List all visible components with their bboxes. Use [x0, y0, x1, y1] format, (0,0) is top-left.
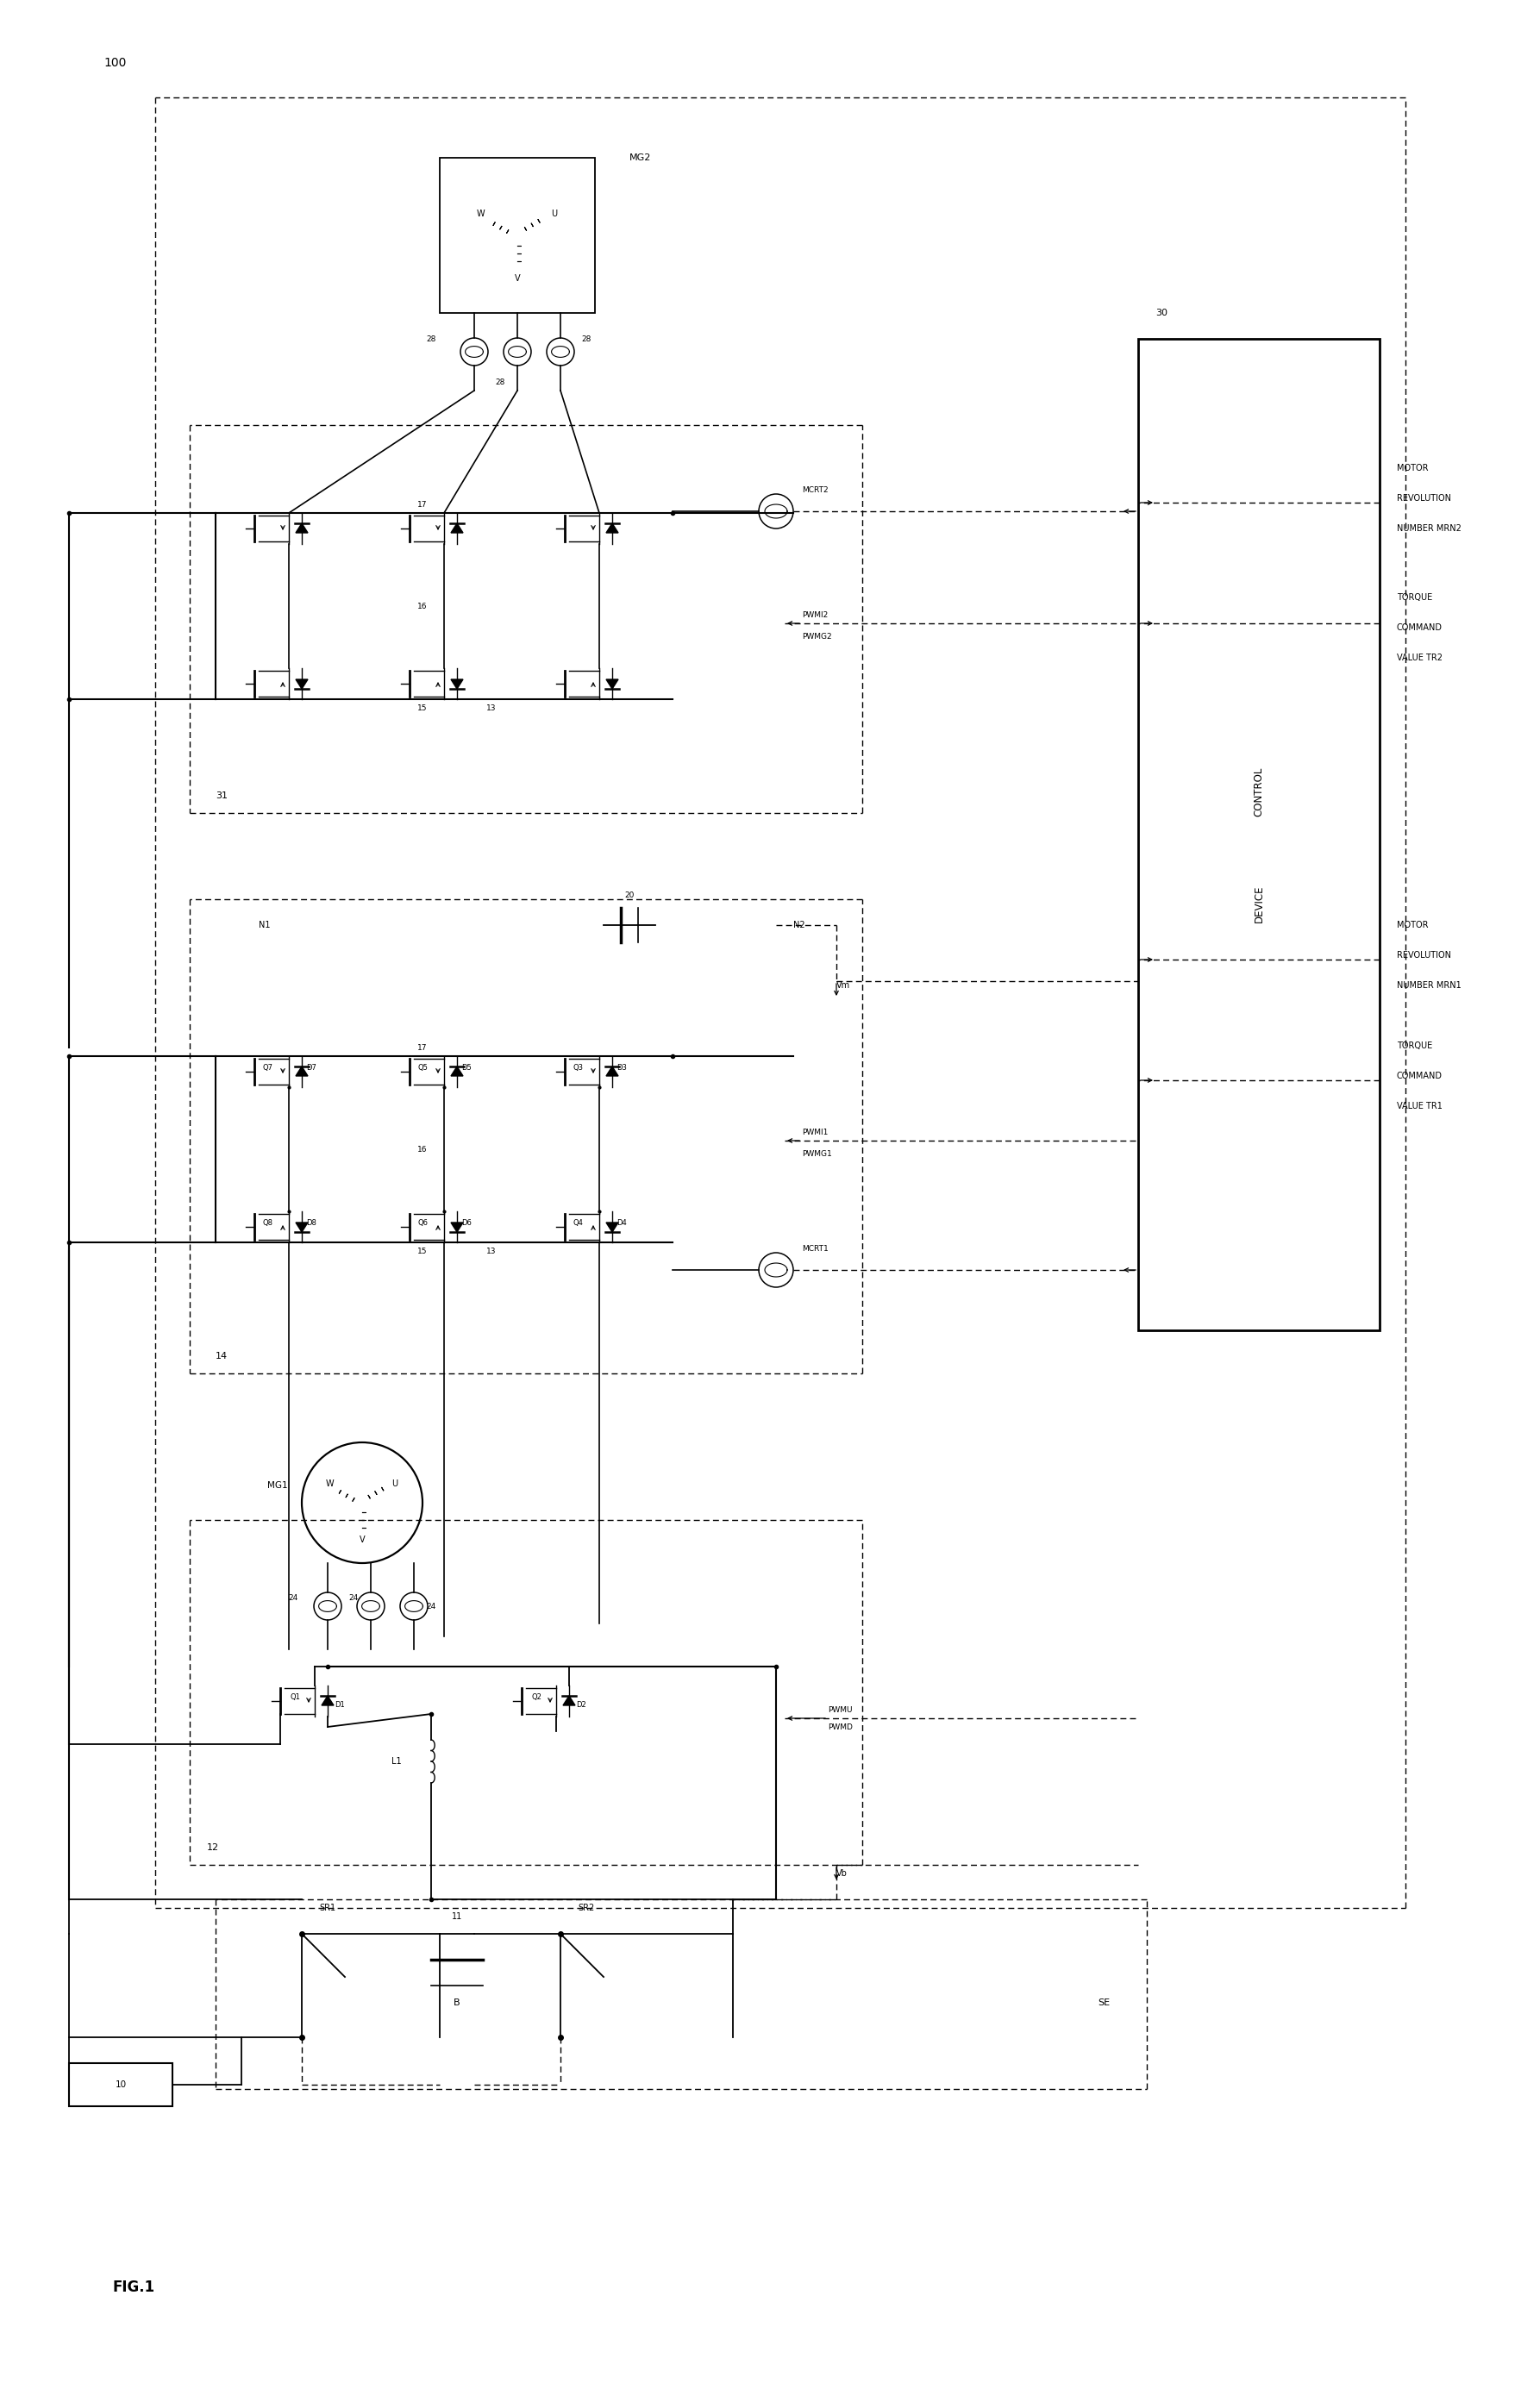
Text: VALUE TR2: VALUE TR2 — [1396, 653, 1442, 662]
Bar — [1138, 340, 1380, 1329]
Text: D4: D4 — [616, 1218, 627, 1226]
Text: Q7: Q7 — [262, 1064, 272, 1072]
Text: D1: D1 — [335, 1702, 344, 1710]
Text: U: U — [391, 1481, 397, 1488]
Text: 15: 15 — [417, 703, 427, 713]
Text: SR1: SR1 — [319, 1905, 336, 1912]
Text: 12: 12 — [207, 1842, 219, 1852]
Polygon shape — [563, 1695, 575, 1705]
Text: V: V — [514, 275, 520, 282]
Text: Q2: Q2 — [531, 1693, 541, 1700]
Text: NUMBER MRN2: NUMBER MRN2 — [1396, 525, 1460, 532]
Text: 13: 13 — [487, 703, 496, 713]
Text: MCRT2: MCRT2 — [802, 486, 827, 494]
Polygon shape — [295, 1067, 307, 1076]
Text: Vm: Vm — [837, 980, 850, 990]
Text: D7: D7 — [306, 1064, 316, 1072]
Text: PWMI1: PWMI1 — [802, 1127, 827, 1137]
Text: Q8: Q8 — [262, 1218, 272, 1226]
Text: COMMAND: COMMAND — [1396, 1072, 1442, 1081]
Text: Q3: Q3 — [572, 1064, 583, 1072]
Text: N2: N2 — [792, 920, 805, 929]
Text: 28: 28 — [581, 335, 590, 342]
Text: 20: 20 — [624, 891, 634, 898]
Polygon shape — [450, 1067, 462, 1076]
Text: TORQUE: TORQUE — [1396, 1043, 1431, 1050]
Bar — [440, 159, 595, 313]
Text: U: U — [551, 209, 557, 219]
Polygon shape — [295, 1223, 307, 1233]
Text: SE: SE — [1097, 1999, 1109, 2008]
Text: COMMAND: COMMAND — [1396, 624, 1442, 631]
Text: REVOLUTION: REVOLUTION — [1396, 494, 1451, 503]
Text: 31: 31 — [216, 792, 228, 799]
Text: MCRT1: MCRT1 — [802, 1245, 827, 1252]
Text: 28: 28 — [494, 378, 505, 385]
Text: 13: 13 — [487, 1247, 496, 1255]
Text: PWMG1: PWMG1 — [802, 1149, 832, 1158]
Polygon shape — [321, 1695, 333, 1705]
Text: 16: 16 — [417, 602, 427, 609]
Text: Vb: Vb — [837, 1869, 847, 1878]
Text: 11: 11 — [452, 1912, 462, 1922]
Polygon shape — [605, 523, 618, 532]
Text: FIG.1: FIG.1 — [113, 2280, 154, 2295]
Text: 15: 15 — [417, 1247, 427, 1255]
Text: DEVICE: DEVICE — [1253, 884, 1264, 922]
Text: TORQUE: TORQUE — [1396, 592, 1431, 602]
Text: MOTOR: MOTOR — [1396, 920, 1428, 929]
Text: D5: D5 — [461, 1064, 472, 1072]
Text: 24: 24 — [426, 1601, 435, 1611]
Text: MG1: MG1 — [268, 1481, 287, 1491]
Text: PWMU: PWMU — [827, 1705, 852, 1714]
Text: 30: 30 — [1154, 308, 1167, 318]
Text: PWMI2: PWMI2 — [802, 612, 827, 619]
Text: W: W — [325, 1481, 333, 1488]
Polygon shape — [450, 1223, 462, 1233]
Text: NUMBER MRN1: NUMBER MRN1 — [1396, 980, 1460, 990]
Text: Q5: Q5 — [417, 1064, 427, 1072]
Text: Q4: Q4 — [572, 1218, 583, 1226]
Text: 28: 28 — [426, 335, 437, 342]
Text: Q1: Q1 — [289, 1693, 300, 1700]
Text: 10: 10 — [116, 2081, 126, 2090]
Text: L1: L1 — [391, 1758, 402, 1765]
Polygon shape — [450, 523, 462, 532]
Polygon shape — [295, 523, 307, 532]
Text: PWMG2: PWMG2 — [802, 633, 832, 641]
Bar — [68, 2064, 172, 2107]
Text: D3: D3 — [616, 1064, 627, 1072]
Text: SR2: SR2 — [578, 1905, 595, 1912]
Text: W: W — [476, 209, 484, 219]
Text: REVOLUTION: REVOLUTION — [1396, 951, 1451, 958]
Text: CONTROL: CONTROL — [1253, 766, 1264, 816]
Polygon shape — [605, 1223, 618, 1233]
Polygon shape — [450, 679, 462, 689]
Text: D8: D8 — [306, 1218, 316, 1226]
Text: B: B — [453, 1999, 459, 2008]
Polygon shape — [605, 1067, 618, 1076]
Text: 16: 16 — [417, 1146, 427, 1153]
Text: D6: D6 — [461, 1218, 472, 1226]
Text: VALUE TR1: VALUE TR1 — [1396, 1103, 1442, 1110]
Text: 100: 100 — [103, 58, 126, 70]
Polygon shape — [295, 679, 307, 689]
Text: Q6: Q6 — [417, 1218, 427, 1226]
Text: D2: D2 — [575, 1702, 586, 1710]
Text: 17: 17 — [417, 501, 427, 508]
Text: V: V — [359, 1536, 365, 1544]
Text: MG2: MG2 — [630, 154, 651, 161]
Text: 17: 17 — [417, 1043, 427, 1052]
Text: 14: 14 — [216, 1351, 228, 1361]
Text: N1: N1 — [259, 920, 271, 929]
Polygon shape — [605, 679, 618, 689]
Text: MOTOR: MOTOR — [1396, 465, 1428, 472]
Text: PWMD: PWMD — [827, 1724, 852, 1731]
Text: 24: 24 — [348, 1594, 357, 1601]
Text: 24: 24 — [287, 1594, 298, 1601]
